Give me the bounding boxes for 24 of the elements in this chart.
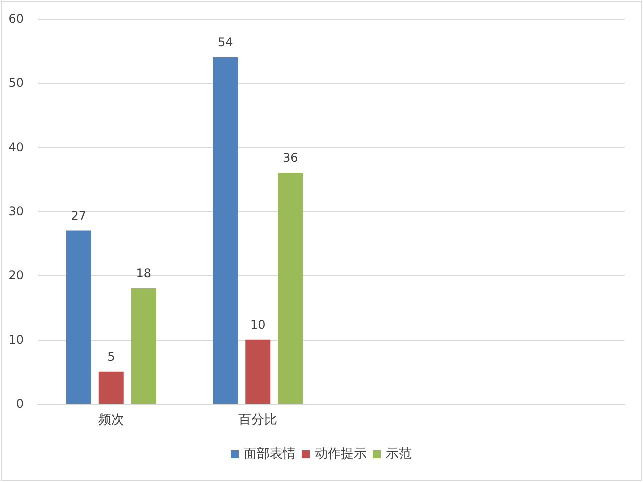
y-tick-label: 60 [8, 12, 24, 26]
x-tick-label: 百分比 [238, 413, 278, 428]
bar [66, 230, 92, 404]
data-label: 27 [71, 208, 87, 223]
bar [246, 340, 271, 404]
bar [98, 372, 124, 404]
y-tick-label: 20 [8, 268, 24, 283]
legend-label: 动作提示 [315, 447, 367, 462]
legend-label: 示范 [386, 447, 412, 462]
y-tick-label: 10 [8, 332, 24, 347]
data-label: 10 [250, 318, 266, 332]
data-label: 36 [282, 151, 298, 165]
y-tick-label: 50 [8, 76, 24, 90]
data-label: 5 [108, 350, 116, 364]
y-tick-label: 0 [16, 397, 24, 411]
y-tick-label: 40 [8, 140, 24, 154]
x-tick-label: 频次 [98, 413, 124, 428]
data-label: 54 [218, 36, 234, 50]
bar [131, 288, 156, 404]
bar [213, 58, 238, 404]
data-label: 18 [136, 266, 152, 280]
y-tick-label: 30 [8, 204, 24, 218]
bar [278, 173, 304, 404]
legend-label: 面部表情 [244, 447, 296, 462]
